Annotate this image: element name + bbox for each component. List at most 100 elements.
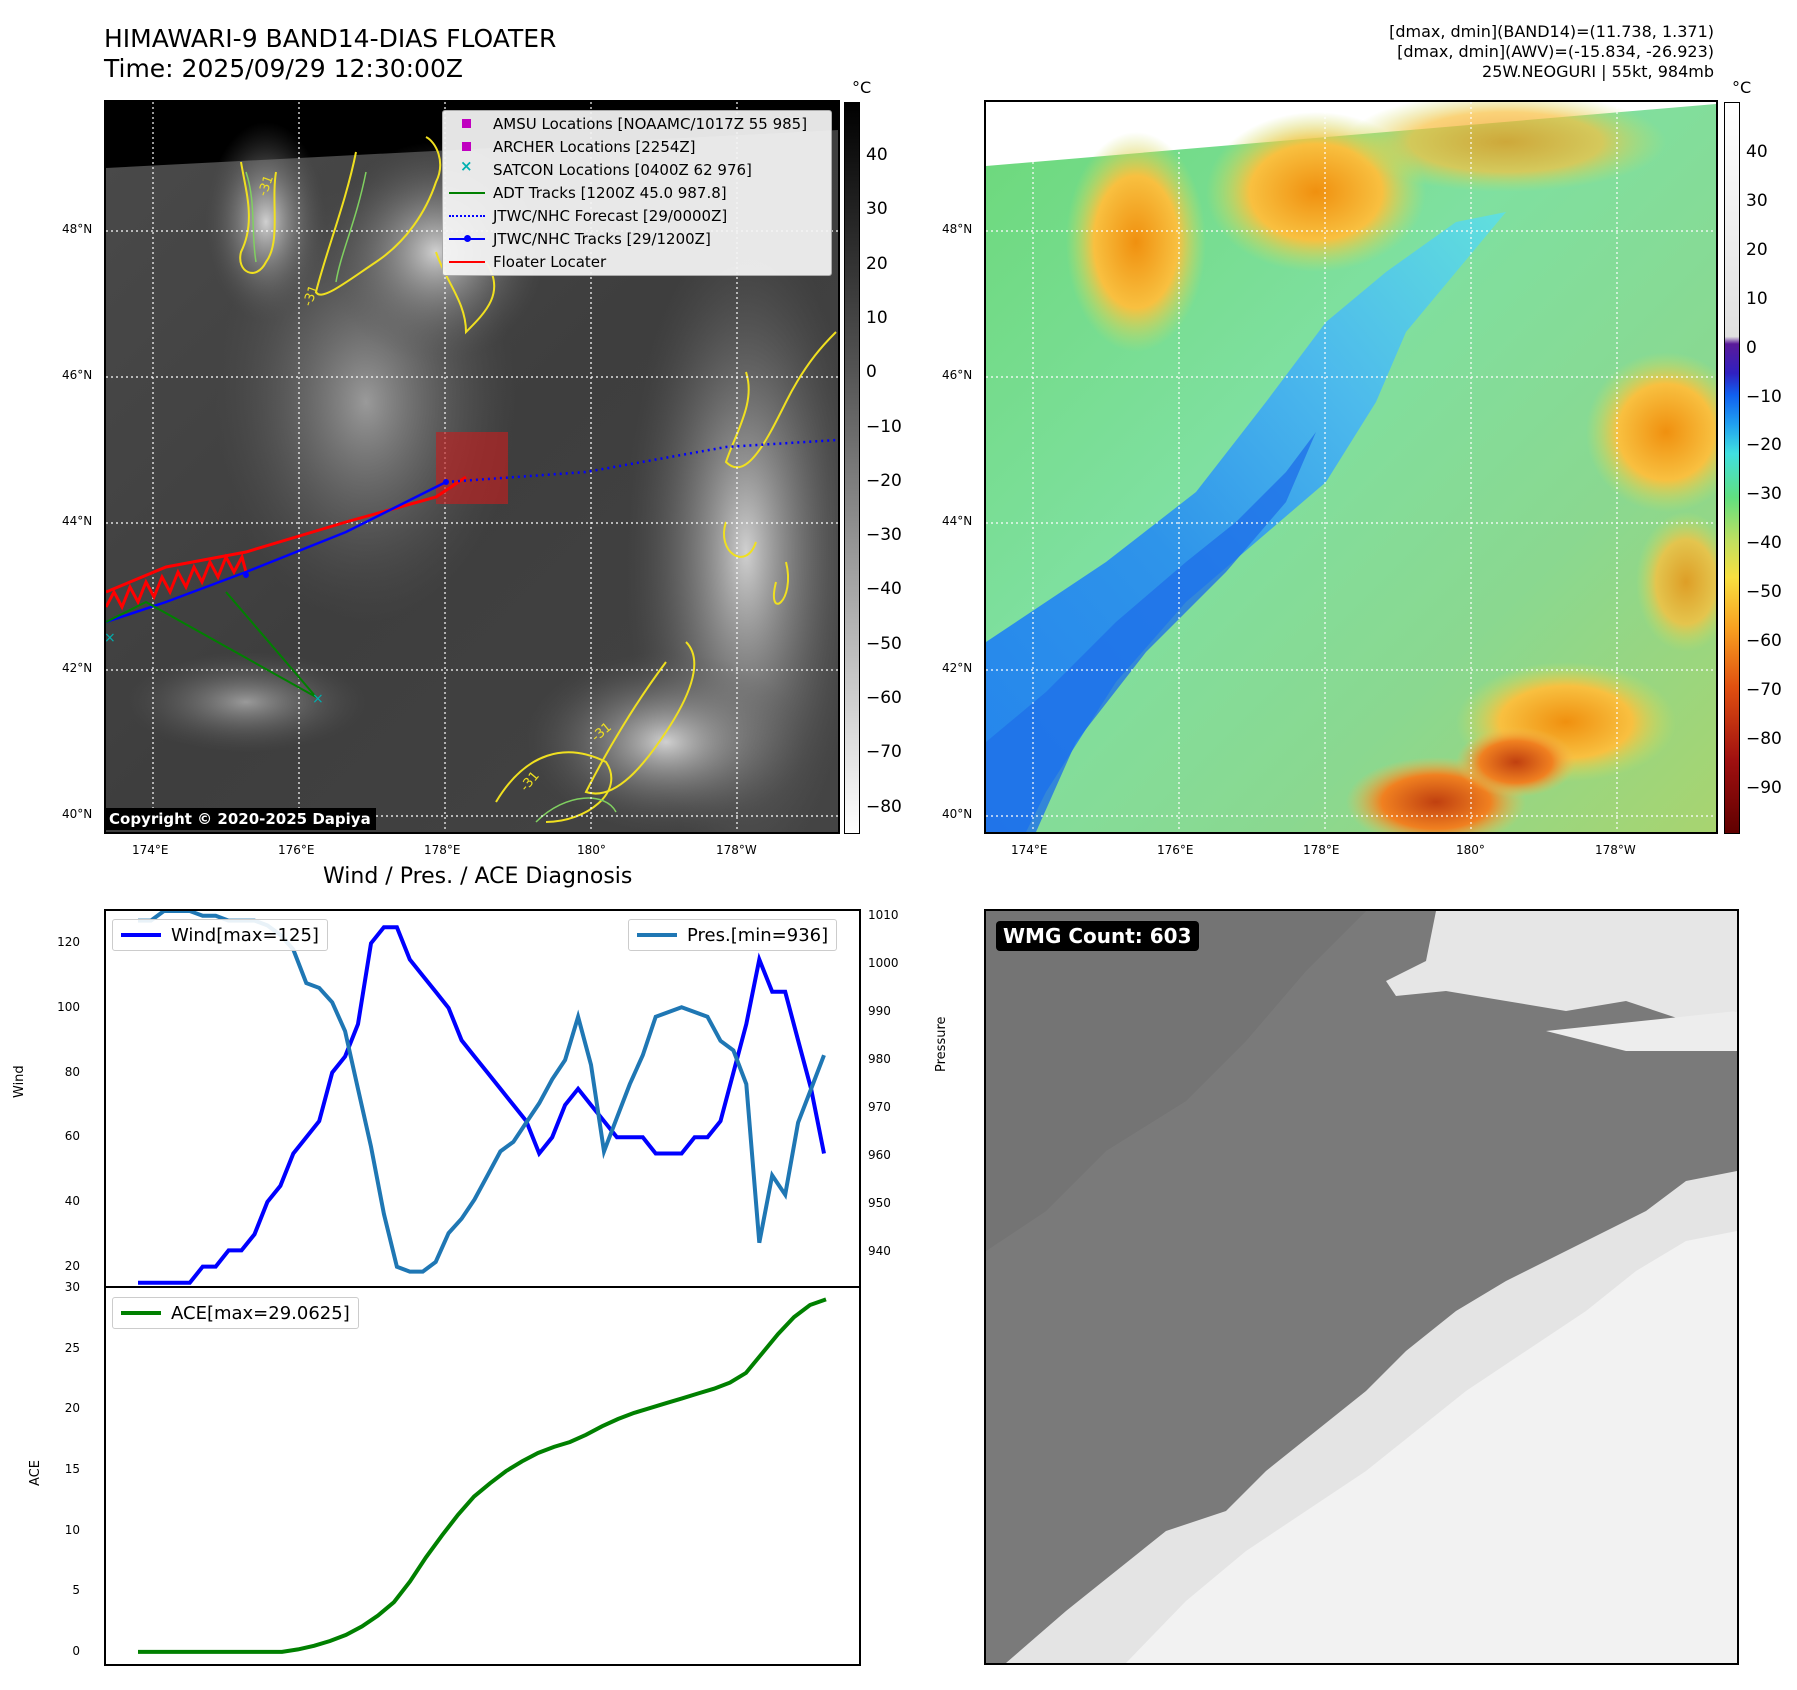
legend-item-satcon: × SATCON Locations [0400Z 62 976] — [460, 157, 752, 179]
contour-label: -31 — [256, 173, 277, 198]
wind-legend: Wind[max=125] — [112, 919, 328, 951]
diag-title: Wind / Pres. / ACE Diagnosis — [323, 864, 633, 889]
lat-label: 42°N — [62, 661, 93, 675]
info-block: [dmax, dmin](BAND14)=(11.738, 1.371) [dm… — [1389, 22, 1714, 82]
x-marker-icon: × — [460, 157, 473, 175]
wind-pres-panel — [104, 909, 861, 1288]
axis-tick-label: 15 — [64, 1461, 80, 1476]
legend-line-icon — [637, 933, 677, 937]
legend-item-forecast: JTWC/NHC Forecast [29/0000Z] — [443, 205, 831, 227]
colorbar-tick: 10 — [1746, 288, 1768, 309]
wmg-count-badge: WMG Count: 603 — [996, 921, 1199, 951]
floater-zigzag — [106, 552, 248, 611]
line-icon — [449, 192, 485, 194]
wind-axis-label: Wind — [12, 1065, 27, 1098]
colorbar-tick: −90 — [1746, 777, 1782, 798]
axis-tick-label: 940 — [868, 1244, 891, 1259]
pressure-series-line — [138, 911, 826, 1274]
axis-tick-label: 1000 — [868, 955, 899, 970]
dot-line-icon — [464, 235, 471, 242]
colorbar-tick: −70 — [866, 742, 902, 763]
axis-tick-label: 970 — [868, 1100, 891, 1115]
lat-label: 46°N — [62, 368, 93, 382]
legend-item-floater: Floater Locater — [443, 251, 831, 273]
colorbar-tick: −10 — [1746, 386, 1782, 407]
title-line2: Time: 2025/09/29 12:30:00Z — [104, 54, 463, 83]
legend-item-adt: ADT Tracks [1200Z 45.0 987.8] — [443, 182, 831, 204]
lon-label: 176°E — [278, 843, 315, 857]
lat-label: 44°N — [62, 514, 93, 528]
axis-tick-label: 60 — [64, 1129, 80, 1144]
colorbar-tick: −60 — [1746, 631, 1782, 651]
wmg-panel — [984, 909, 1739, 1665]
ace-legend: ACE[max=29.0625] — [112, 1297, 359, 1329]
colorbar-tick: −60 — [866, 688, 902, 708]
lat-label: 42°N — [942, 661, 973, 675]
colorbar-unit: °C — [1732, 78, 1752, 97]
colorbar-tick: −40 — [1746, 533, 1782, 554]
pres-axis-label: Pressure — [934, 1016, 949, 1072]
axis-tick-label: 20 — [64, 1401, 80, 1416]
colorbar-tick: 20 — [866, 253, 888, 274]
wmg-map — [986, 911, 1737, 1663]
awv-gridlines — [986, 102, 1716, 832]
colorbar-tick: −20 — [866, 470, 902, 491]
lon-label: 174°E — [1011, 843, 1048, 857]
colorbar-tick: −20 — [1746, 435, 1782, 456]
lon-label: 180° — [1456, 843, 1485, 857]
cold-cloud-contours — [239, 136, 837, 823]
legend-line-icon — [121, 1311, 161, 1315]
awv-map — [986, 102, 1716, 832]
colorbar-unit: °C — [852, 78, 872, 97]
figure-title: HIMAWARI-9 BAND14-DIAS FLOATER Time: 202… — [104, 24, 556, 84]
lat-label: 44°N — [942, 514, 973, 528]
axis-tick-label: 80 — [64, 1064, 80, 1079]
axis-tick-label: 1010 — [868, 907, 899, 922]
axis-tick-label: 980 — [868, 1052, 891, 1067]
axis-tick-label: 20 — [64, 1258, 80, 1273]
title-line1: HIMAWARI-9 BAND14-DIAS FLOATER — [104, 24, 557, 53]
pres-legend: Pres.[min=936] — [628, 919, 838, 951]
awv-colorbar — [1724, 102, 1740, 834]
axis-tick-label: 950 — [868, 1196, 891, 1211]
axis-tick-label: 30 — [64, 1280, 80, 1294]
colorbar-tick: −70 — [1746, 679, 1782, 700]
ace-series-line — [138, 1297, 827, 1654]
lat-label: 40°N — [942, 807, 973, 821]
colorbar-tick: 0 — [1746, 337, 1757, 358]
adt-track — [106, 591, 317, 698]
colorbar-tick: −50 — [866, 633, 902, 654]
satcon-marker: × — [106, 630, 116, 646]
jtwc-forecast — [445, 438, 838, 484]
info-band14-range: [dmax, dmin](BAND14)=(11.738, 1.371) — [1389, 22, 1714, 41]
lon-label: 178°W — [1595, 843, 1636, 857]
axis-tick-label: 40 — [64, 1193, 80, 1208]
colorbar-tick: 30 — [866, 199, 888, 220]
legend-item-amsu: AMSU Locations [NOAAMC/1017Z 55 985] — [443, 113, 831, 135]
copyright-label: Copyright © 2020-2025 Dapiya — [104, 808, 376, 830]
colorbar-tick: −80 — [866, 796, 902, 817]
ace-axis-label: ACE — [28, 1460, 43, 1486]
colorbar-tick: 0 — [866, 362, 877, 383]
colorbar-tick: 30 — [1746, 190, 1768, 211]
colorbar-tick: 20 — [1746, 239, 1768, 260]
colorbar-tick: 40 — [1746, 142, 1768, 162]
axis-tick-label: 5 — [72, 1583, 80, 1598]
colorbar-tick: −10 — [866, 416, 902, 437]
lat-label: 46°N — [942, 368, 973, 382]
legend-line-icon — [121, 933, 161, 937]
colorbar-tick: −30 — [866, 525, 902, 546]
satcon-marker: × — [312, 691, 324, 707]
dotted-line-icon — [449, 215, 485, 217]
info-storm: 25W.NEOGURI | 55kt, 984mb — [1482, 62, 1714, 81]
axis-tick-label: 960 — [868, 1148, 891, 1163]
colorbar-tick: 10 — [866, 307, 888, 328]
legend-item-jtwc: JTWC/NHC Tracks [29/1200Z] — [443, 228, 831, 250]
lat-label: 48°N — [62, 222, 93, 236]
square-marker-icon — [462, 142, 471, 151]
lon-label: 178°E — [424, 843, 461, 857]
legend-item-archer: ARCHER Locations [2254Z] — [443, 136, 831, 158]
map-legend: AMSU Locations [NOAAMC/1017Z 55 985] ARC… — [442, 110, 832, 276]
axis-tick-label: 0 — [72, 1643, 80, 1658]
colorbar-tick: −30 — [1746, 484, 1782, 505]
